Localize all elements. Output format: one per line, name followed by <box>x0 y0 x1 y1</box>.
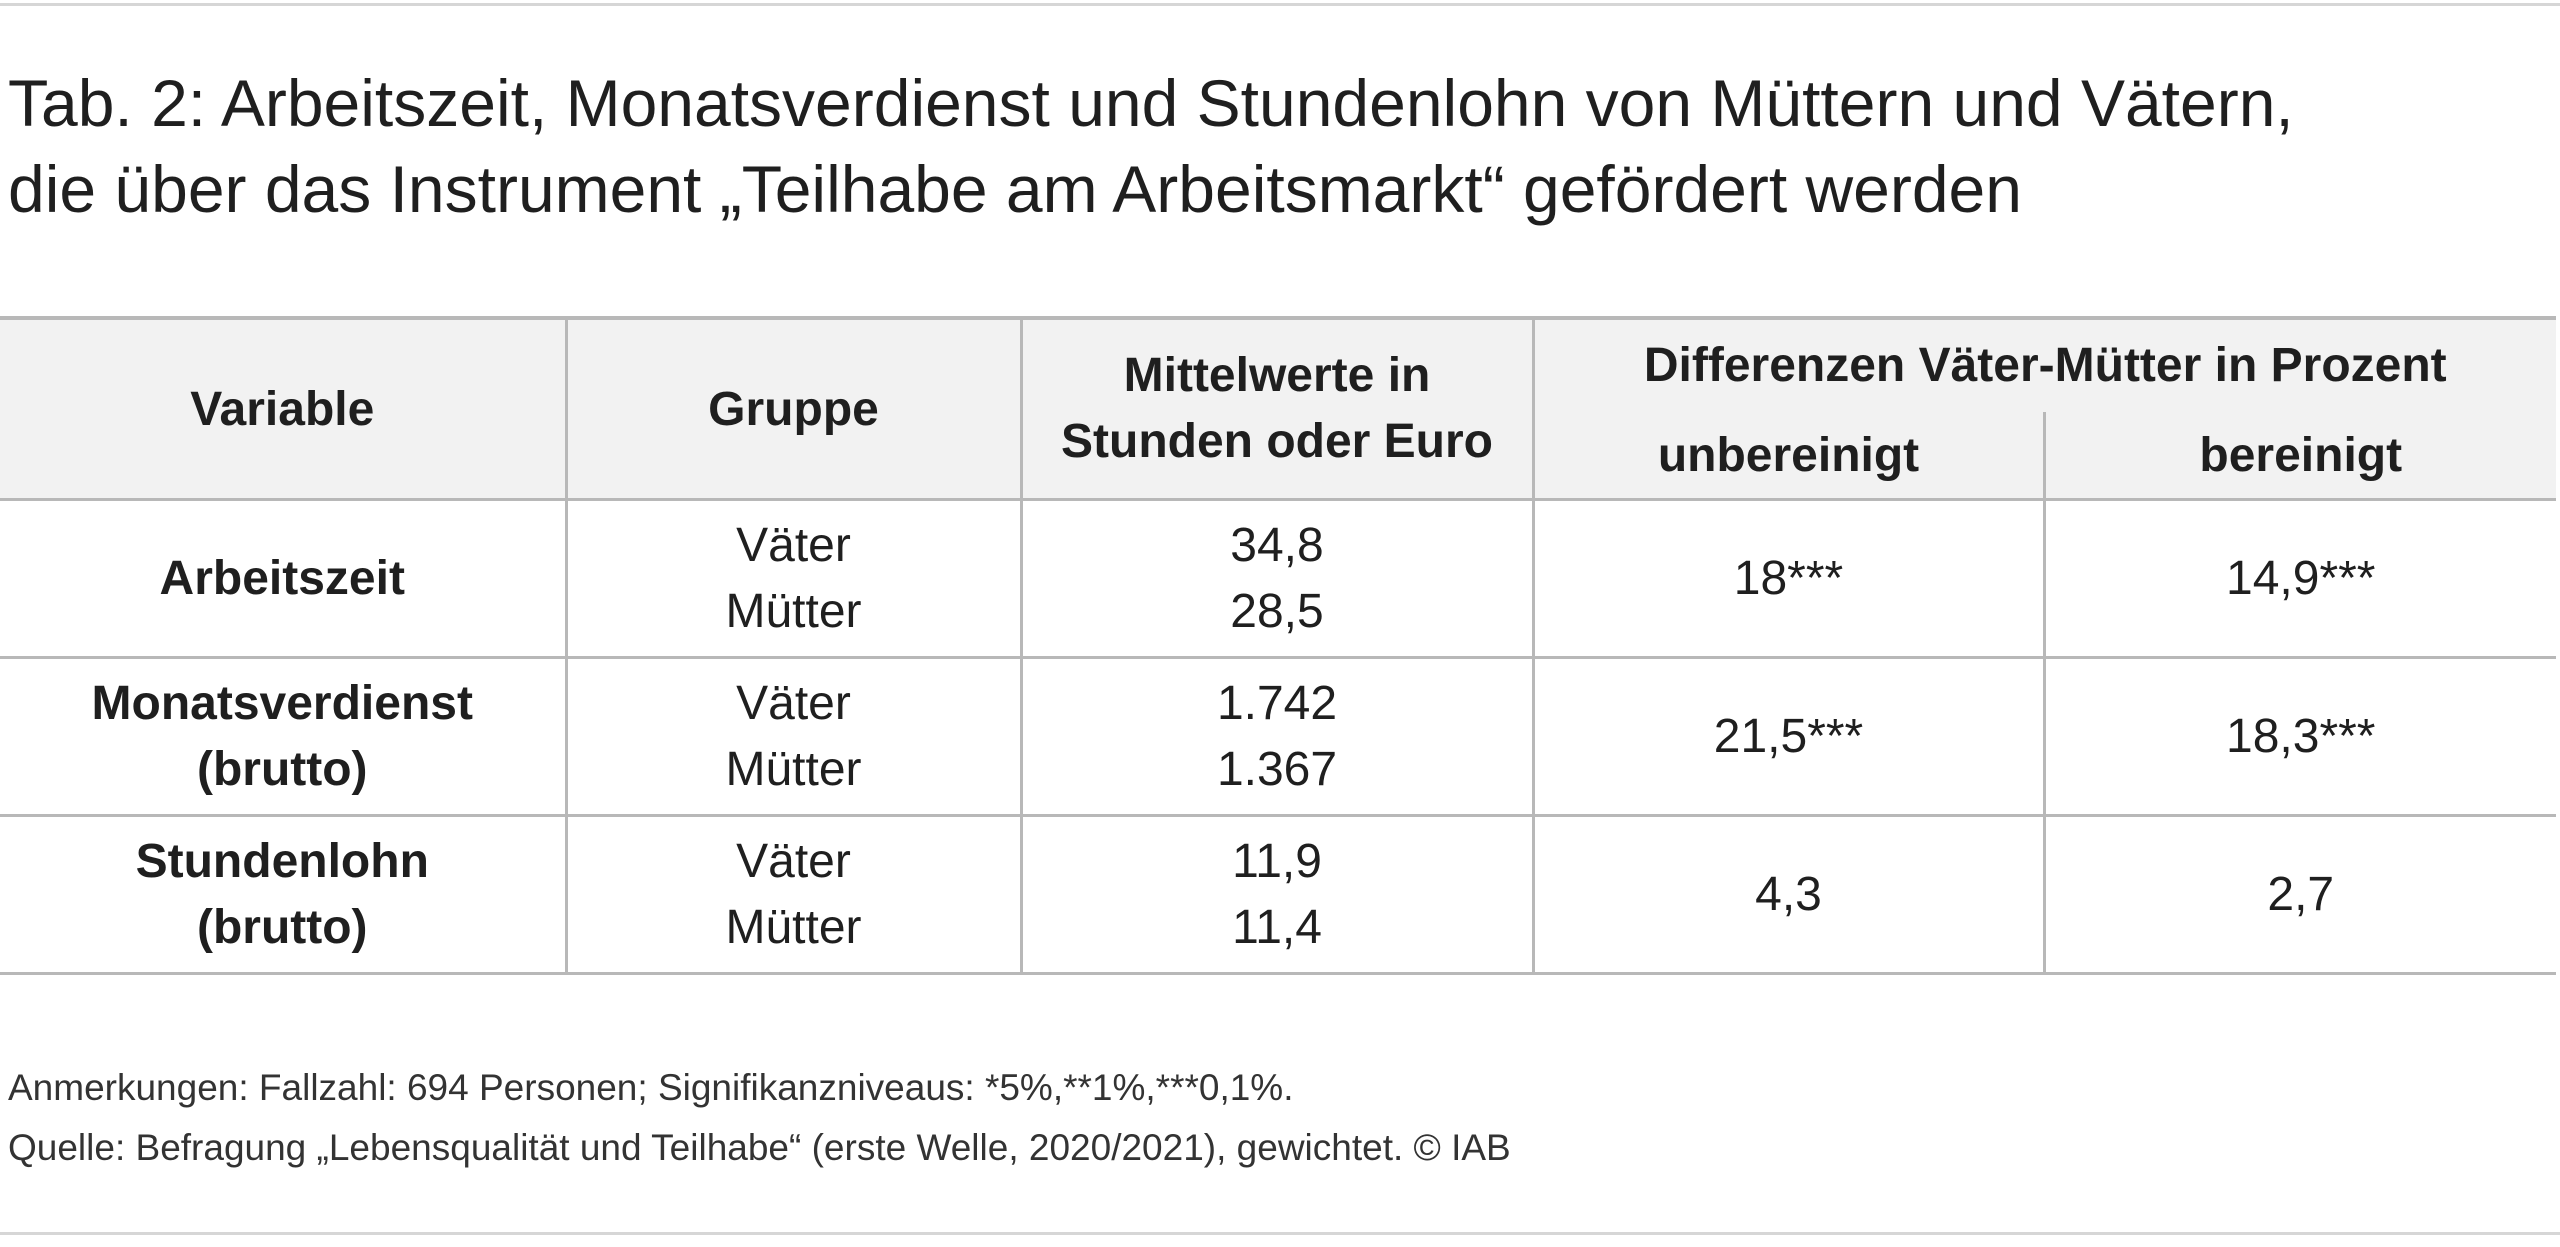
header-row-1: Variable Gruppe Mittelwerte in Stunden o… <box>0 318 2557 501</box>
variable-label-suffix: (brutto) <box>196 742 368 796</box>
header-unbereinigt: unbereinigt <box>1531 412 2044 501</box>
cell-gruppe: Väter Mütter <box>564 499 1021 659</box>
table-row-arbeitszeit: Arbeitszeit Väter Mütter 34,8 28,5 18***… <box>0 499 2557 659</box>
header-mittelwerte-line-2: Stunden oder Euro <box>1061 415 1493 468</box>
data-table: Variable Gruppe Mittelwerte in Stunden o… <box>0 316 2557 975</box>
cell-variable: Stundenlohn (brutto) <box>0 815 566 975</box>
top-divider <box>0 3 2560 6</box>
cell-mittelwerte: 11,9 11,4 <box>1019 815 1533 975</box>
table-title-line-2: die über das Instrument „Teilhabe am Arb… <box>8 152 2022 226</box>
header-bereinigt: bereinigt <box>2042 412 2557 501</box>
header-variable: Variable <box>0 318 566 501</box>
header-gruppe: Gruppe <box>564 318 1021 501</box>
value-muetter: 11,4 <box>1232 900 1322 954</box>
header-mittelwerte-line-1: Mittelwerte in <box>1123 349 1431 402</box>
cell-unbereinigt: 18*** <box>1531 499 2044 659</box>
cell-unbereinigt: 21,5*** <box>1531 657 2044 817</box>
table-row-stundenlohn: Stundenlohn (brutto) Väter Mütter 11,9 1… <box>0 815 2557 975</box>
value-muetter: 1.367 <box>1216 742 1338 796</box>
variable-label-suffix: (brutto) <box>196 900 368 954</box>
cell-unbereinigt: 4,3 <box>1531 815 2044 975</box>
group-vaeter: Väter <box>736 518 851 572</box>
header-differenzen: Differenzen Väter-Mütter in Prozent <box>1531 318 2557 412</box>
table-notes: Anmerkungen: Fallzahl: 694 Personen; Sig… <box>8 1058 1511 1178</box>
notes-quelle: Quelle: Befragung „Lebensqualität und Te… <box>8 1127 1511 1168</box>
cell-bereinigt: 2,7 <box>2042 815 2557 975</box>
variable-label: Monatsverdienst <box>91 676 473 730</box>
value-vaeter: 11,9 <box>1232 834 1322 888</box>
cell-gruppe: Väter Mütter <box>564 815 1021 975</box>
bottom-divider <box>0 1232 2560 1235</box>
value-vaeter: 34,8 <box>1230 518 1324 572</box>
cell-variable: Monatsverdienst (brutto) <box>0 657 566 817</box>
group-muetter: Mütter <box>725 742 862 796</box>
group-muetter: Mütter <box>725 900 862 954</box>
cell-variable: Arbeitszeit <box>0 499 566 659</box>
cell-gruppe: Väter Mütter <box>564 657 1021 817</box>
header-row-2: unbereinigt bereinigt <box>0 412 2557 501</box>
notes-anmerkungen: Anmerkungen: Fallzahl: 694 Personen; Sig… <box>8 1067 1294 1108</box>
table-title: Tab. 2: Arbeitszeit, Monatsverdienst und… <box>8 60 2528 232</box>
group-muetter: Mütter <box>725 584 862 638</box>
value-vaeter: 1.742 <box>1216 676 1338 730</box>
header-mittelwerte: Mittelwerte in Stunden oder Euro <box>1019 318 1533 501</box>
value-muetter: 28,5 <box>1230 584 1324 638</box>
cell-bereinigt: 18,3*** <box>2042 657 2557 817</box>
variable-label: Stundenlohn <box>135 834 429 888</box>
table-title-line-1: Tab. 2: Arbeitszeit, Monatsverdienst und… <box>8 66 2294 140</box>
group-vaeter: Väter <box>736 834 851 888</box>
variable-label: Arbeitszeit <box>159 551 405 605</box>
cell-mittelwerte: 1.742 1.367 <box>1019 657 1533 817</box>
group-vaeter: Väter <box>736 676 851 730</box>
table-row-monatsverdienst: Monatsverdienst (brutto) Väter Mütter 1.… <box>0 657 2557 817</box>
cell-bereinigt: 14,9*** <box>2042 499 2557 659</box>
cell-mittelwerte: 34,8 28,5 <box>1019 499 1533 659</box>
